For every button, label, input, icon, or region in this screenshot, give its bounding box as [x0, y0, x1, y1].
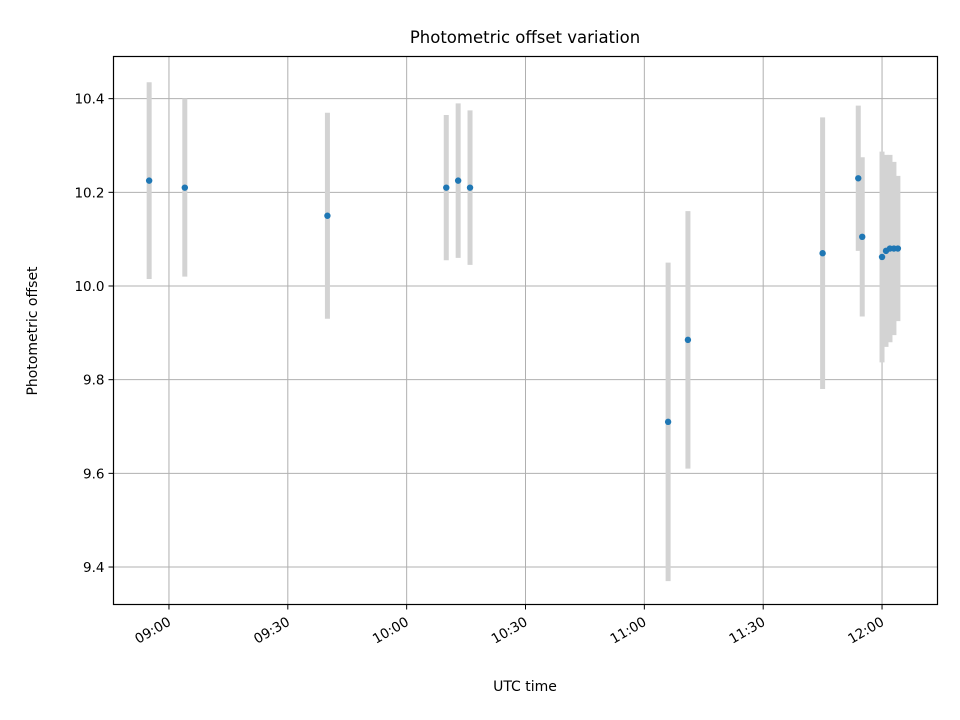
y-tick-label: 10.4 [74, 92, 104, 108]
data-point [878, 253, 886, 261]
grid [113, 56, 938, 605]
data-point [181, 184, 189, 191]
data-point [859, 233, 866, 241]
chart-title: Photometric offset variation [410, 28, 640, 47]
data-point [894, 245, 902, 252]
data-point [819, 250, 826, 257]
y-tick-label: 10.0 [74, 279, 104, 295]
y-axis: 9.4 9.6 9.8 10.0 10.2 10.4 [74, 92, 114, 576]
y-tick-label: 10.2 [74, 185, 104, 201]
data-point [466, 184, 474, 191]
data-point [684, 336, 692, 344]
y-tick-label: 9.4 [83, 560, 104, 576]
data-point [324, 212, 331, 219]
y-axis-label: Photometric offset [25, 266, 41, 396]
data-point [443, 184, 450, 191]
data-point [664, 418, 672, 426]
data-point [855, 175, 862, 182]
data-points [145, 175, 902, 426]
y-tick-label: 9.6 [83, 466, 104, 482]
data-point [454, 177, 462, 184]
data-point [145, 177, 153, 184]
x-axis-label: UTC time [493, 679, 557, 695]
y-tick-label: 9.8 [83, 373, 104, 389]
